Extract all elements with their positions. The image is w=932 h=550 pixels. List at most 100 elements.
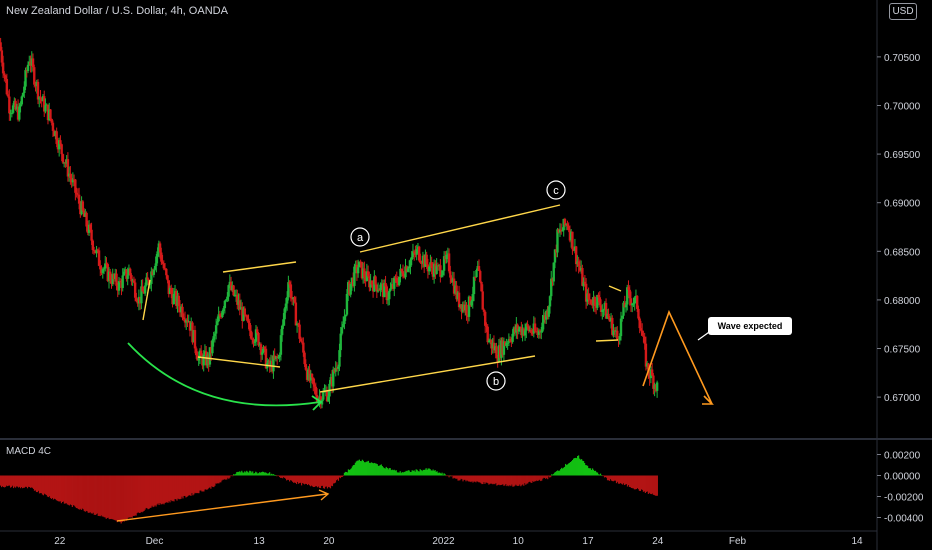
candle-body (86, 226, 90, 233)
candle-body (300, 341, 304, 343)
candle-body (502, 341, 506, 355)
divergence-arrowhead (318, 489, 330, 501)
chart-title: New Zealand Dollar / U.S. Dollar, 4h, OA… (6, 5, 228, 17)
candle-body (20, 96, 24, 105)
candle-body (500, 340, 503, 359)
candle-body (288, 282, 291, 285)
macd-bar (269, 472, 271, 476)
macd-bar (31, 475, 34, 488)
candle-body (410, 257, 413, 260)
candle-body (653, 384, 656, 389)
candle-body (593, 297, 597, 307)
macd-bar (207, 475, 209, 490)
macd-bar (393, 469, 395, 476)
macd-bar (15, 475, 18, 487)
candle-body (466, 315, 469, 317)
candle-body (552, 262, 555, 282)
macd-bar (471, 475, 473, 482)
arc-arrowhead (311, 395, 323, 411)
candle-body (278, 354, 281, 358)
candle-body (456, 292, 460, 300)
candle-body (190, 322, 193, 331)
macd-bar (368, 462, 370, 476)
macd-bar (478, 475, 480, 483)
candle-body (394, 277, 397, 279)
candle-body (141, 286, 144, 292)
macd-bar (633, 475, 636, 490)
macd-bar (465, 475, 467, 482)
candle-body (171, 293, 174, 305)
macd-bar (134, 475, 136, 516)
candle-body (635, 295, 639, 309)
candle-body (541, 322, 544, 332)
macd-bar (104, 475, 106, 518)
currency-badge[interactable]: USD (889, 3, 917, 20)
macd-bar (452, 475, 454, 479)
candle-body (612, 330, 615, 335)
macd-bar (172, 475, 174, 501)
macd-bar (390, 470, 392, 476)
macd-bar (513, 475, 515, 487)
macd-bar (3, 475, 6, 488)
macd-bar (446, 475, 448, 477)
macd-bar (76, 475, 78, 509)
candle-body (645, 363, 649, 367)
macd-bar (421, 471, 423, 476)
macd-bar (324, 475, 327, 487)
candle-body (228, 281, 232, 286)
macd-bar (92, 475, 94, 513)
macd-bar (578, 455, 580, 476)
candle-body (437, 265, 441, 267)
macd-bar (333, 475, 336, 484)
candle-body (67, 173, 71, 177)
macd-bar (194, 475, 196, 493)
price-tick-label: 0.68500 (884, 247, 921, 258)
macd-bar (428, 468, 430, 476)
macd-bar (275, 475, 277, 476)
macd-bar (401, 472, 403, 476)
macd-bar (109, 475, 111, 520)
macd-bar (385, 466, 387, 476)
candle-body (77, 194, 81, 204)
macd-bar (179, 475, 181, 500)
macd-bar (595, 472, 598, 476)
candle-body (167, 280, 170, 294)
candle-body (277, 357, 280, 359)
candle-body (454, 285, 457, 294)
candle-body (237, 300, 240, 305)
macd-bar (14, 475, 17, 488)
candle-body (199, 350, 203, 356)
macd-bar (149, 475, 151, 508)
candle-body (226, 296, 229, 300)
macd-bar (487, 475, 489, 484)
macd-bar (180, 475, 182, 499)
candle-body (374, 276, 377, 285)
candle-body (406, 268, 410, 272)
candle-body (396, 282, 400, 285)
macd-bar (624, 475, 627, 485)
candle-body (424, 254, 427, 267)
macd-bar (33, 475, 36, 491)
candle-body (337, 366, 340, 369)
candle-body (642, 335, 645, 337)
macd-bar (45, 475, 48, 495)
macd-bar (127, 475, 129, 518)
macd-bar (469, 475, 471, 482)
macd-bar (414, 471, 416, 476)
macd-bar (93, 475, 95, 515)
candle-body (238, 300, 242, 310)
candle-body (24, 70, 27, 87)
candle-body (263, 346, 266, 349)
macd-bar (321, 475, 324, 486)
macd-bar (349, 469, 352, 476)
candle-body (368, 276, 371, 288)
macd-bar (529, 475, 531, 482)
macd-bar (83, 475, 85, 512)
candle-body (474, 276, 477, 278)
candle-body (251, 338, 254, 340)
candle-body (33, 67, 36, 85)
macd-bar (331, 475, 334, 487)
candle-body (39, 96, 42, 99)
candle-body (354, 264, 357, 267)
macd-bar (558, 470, 560, 476)
